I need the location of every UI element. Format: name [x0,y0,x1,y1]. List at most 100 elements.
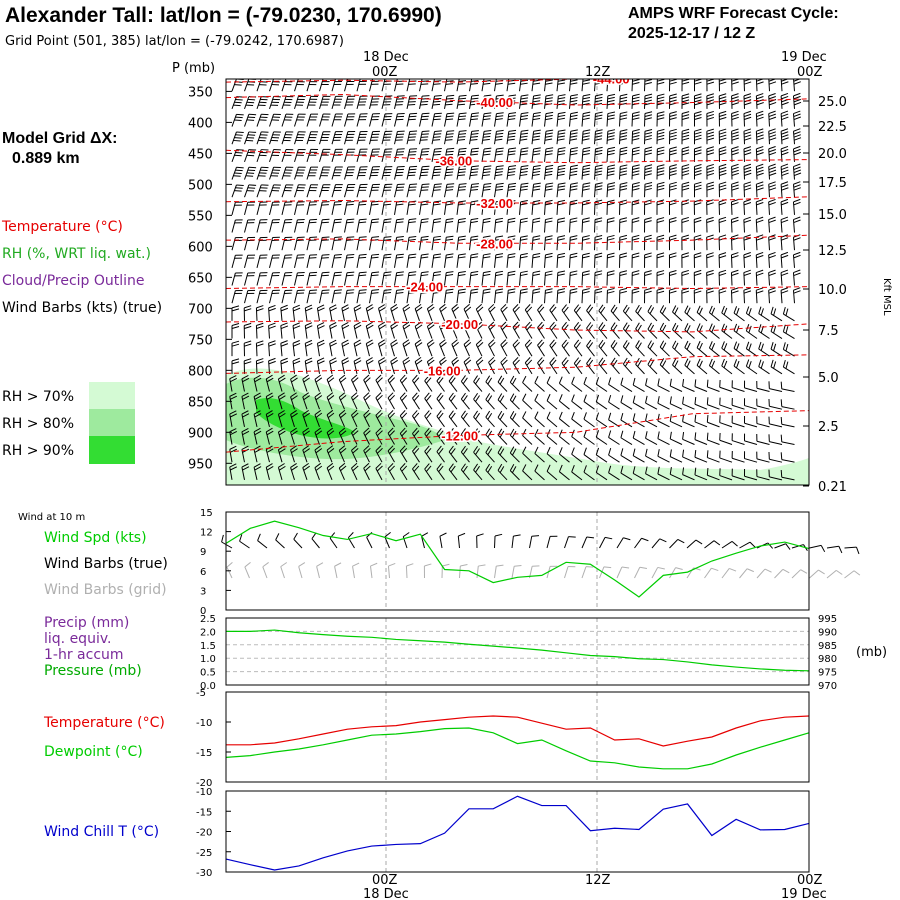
wind-barb-10m-true [384,531,391,549]
wind-barb [620,465,633,481]
barb-flag [587,306,594,314]
wind-barb [500,321,508,339]
barb-flag [327,377,335,383]
barb-flag [379,324,386,330]
barb-flag [531,535,540,537]
barb-flag [582,185,591,188]
wind-barb-10m-grid [809,569,825,579]
barb-flag [706,187,715,191]
wind-barb [412,463,420,481]
barb-staff [341,361,345,374]
barb-staff [581,566,587,579]
barb-staff [537,327,545,339]
barb-staff [229,466,233,480]
barb-flag [390,339,398,345]
wind-barb [571,394,583,410]
barb-flag [534,446,539,454]
barb-flag [483,291,491,294]
barb-flag [496,564,504,567]
barb-flag [254,430,262,436]
barb-flag [401,447,408,454]
wind-barb [598,339,608,357]
wind-barb [780,269,789,286]
wind-barb [473,375,483,392]
wind-barb [294,113,306,127]
barb-staff [406,201,410,215]
barb-flag [570,270,578,274]
barb-flag [549,357,555,364]
barb-flag [781,137,789,141]
barb-flag [600,359,606,367]
barb-flag [303,465,310,471]
wind-barb [494,112,504,127]
barb-flag [561,304,567,311]
wind-barb [768,251,776,268]
barb-staff [694,421,708,428]
barb-staff [670,473,683,481]
barb-staff [758,348,770,357]
wind-barb [733,323,745,339]
barb-flag [669,149,677,153]
barb-flag [438,395,444,402]
barb-flag [421,235,429,238]
barb-flag [607,234,615,238]
barb-staff [378,343,383,357]
height-tick-label: 5.0 [818,371,839,386]
wind-barb [681,234,690,251]
barb-flag [694,173,702,177]
barb-flag [619,202,627,206]
barb-staff [244,290,249,304]
barb-flag [533,129,541,132]
wind-barb [456,183,467,198]
barb-flag [647,322,652,330]
barb-flag [358,221,367,224]
wind-barb [519,217,528,233]
barb-staff [319,202,323,215]
wind-barb [524,321,533,339]
barb-staff [444,272,447,286]
barb-flag [582,94,591,97]
barb-flag [669,79,677,82]
wind-barb [344,253,355,268]
barb-flag [731,287,739,291]
wind-barb-10m-true [564,536,576,549]
barb-flag [371,289,380,291]
wind-barb [659,358,670,375]
wind-barb [269,79,281,92]
barb-flag [291,430,298,436]
wind-barb [556,199,566,215]
barb-flag [780,251,789,256]
barb-staff [341,343,345,357]
wind-barb [256,96,269,110]
wind-barb [558,429,570,445]
wind-barb [369,253,380,268]
wind-barb [608,465,620,481]
barb-staff [721,568,730,579]
barb-flag [520,150,529,153]
barb-staff [244,202,249,215]
barb-flag [731,152,739,156]
barb-flag [649,342,655,350]
wind-barb-10m-true [686,539,703,549]
barb-staff [743,237,745,251]
barb-flag [244,325,252,329]
barb-staff [431,254,435,268]
barb-staff [436,380,445,392]
top-time-label-00z: 00Z [372,65,398,80]
barb-staff [426,361,433,375]
barb-staff [244,149,250,163]
precip-legend: Precip (mm) [44,615,129,631]
wind-barb [606,164,616,180]
barb-staff [356,79,361,92]
isotherm-label: -24.00 [406,280,443,295]
barb-staff [598,345,608,357]
barb-flag [458,150,467,153]
barb-flag [507,188,516,191]
barb-staff [306,96,312,110]
barb-flag [470,203,478,206]
barb-flag [341,304,349,309]
barb-flag [781,116,789,121]
barb-flag [686,325,691,333]
barb-flag [370,562,378,567]
barb-flag [793,131,801,135]
